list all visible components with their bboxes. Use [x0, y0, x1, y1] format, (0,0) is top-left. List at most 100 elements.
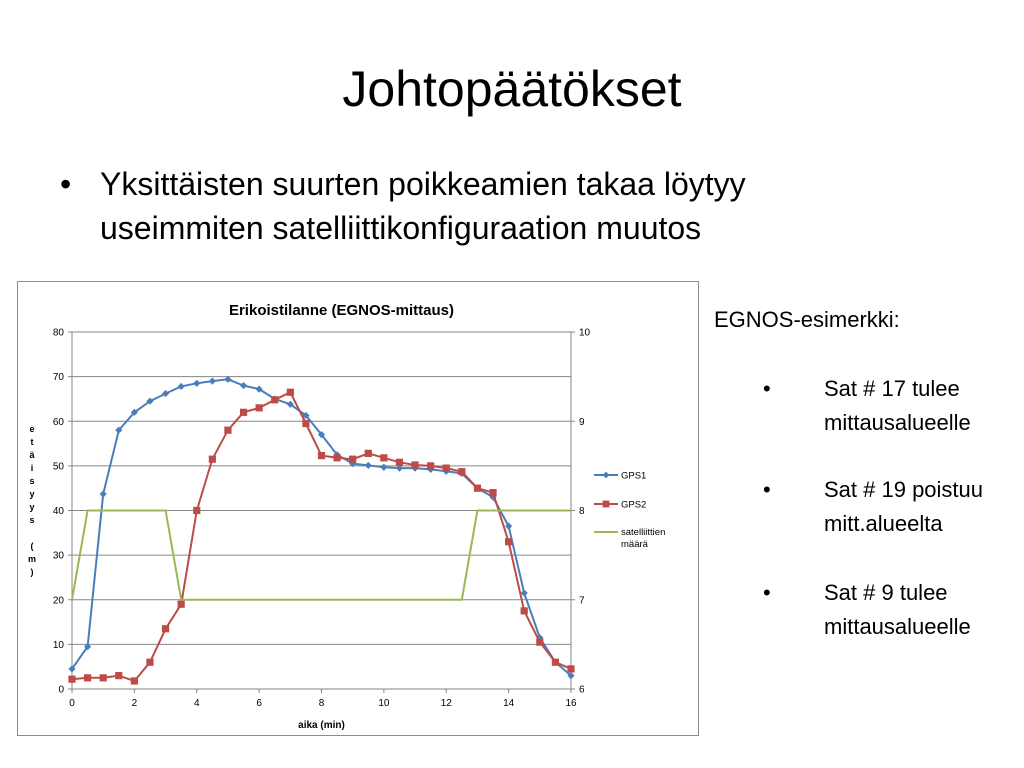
legend-label: GPS1: [621, 471, 646, 482]
data-point: [411, 461, 419, 469]
x-tick-label: 8: [319, 698, 325, 709]
data-point: [193, 506, 201, 515]
y2-tick-label: 10: [579, 328, 591, 339]
y-axis-label-char: y: [29, 489, 34, 499]
legend-label: satelliittien: [621, 527, 665, 538]
bullet-symbol: •: [763, 477, 771, 502]
data-point: [115, 672, 123, 680]
y2-tick-label: 7: [579, 595, 585, 606]
data-point: [130, 408, 138, 416]
x-tick-label: 12: [441, 698, 453, 709]
legend-label: määrä: [621, 539, 649, 550]
side-item-text: Sat # 9 tulee mittausalueelle: [824, 580, 971, 639]
y-tick-label: 10: [53, 640, 65, 651]
data-point: [83, 643, 92, 651]
x-axis-label: aika (min): [298, 720, 345, 731]
data-point: [99, 490, 107, 498]
side-item-text: Sat # 17 tulee mittausalueelle: [824, 376, 971, 435]
y-tick-label: 50: [53, 461, 65, 472]
y-tick-label: 30: [53, 551, 65, 562]
data-point: [567, 672, 575, 680]
x-tick-label: 14: [503, 698, 515, 709]
y-axis-label-char: (: [31, 541, 34, 551]
data-point: [239, 408, 248, 416]
y2-tick-label: 6: [579, 685, 585, 696]
x-tick-label: 10: [378, 698, 390, 709]
data-point: [489, 489, 497, 497]
data-point: [177, 382, 185, 391]
y-axis-label-char: ): [31, 567, 34, 577]
data-point: [146, 658, 154, 666]
legend-label: GPS2: [621, 500, 646, 511]
slide-title: Johtopäätökset: [342, 61, 682, 117]
chart-title: Erikoistilanne (EGNOS-mittaus): [229, 302, 454, 319]
data-point: [505, 538, 513, 546]
y-tick-label: 60: [53, 417, 65, 428]
data-point: [99, 674, 107, 682]
data-point: [395, 464, 404, 472]
y2-tick-label: 9: [579, 417, 585, 428]
data-point: [83, 674, 92, 682]
data-point: [161, 389, 170, 398]
data-point: [520, 607, 528, 615]
x-tick-label: 16: [565, 698, 577, 709]
y-axis-label-char: i: [31, 463, 34, 473]
data-point: [317, 431, 326, 439]
x-tick-label: 6: [256, 698, 262, 709]
data-point: [255, 385, 263, 393]
y2-tick-label: 8: [579, 506, 585, 517]
data-point: [115, 426, 123, 434]
line-chart: Erikoistilanne (EGNOS-mittaus)0102030405…: [28, 302, 665, 731]
series-line: [71, 378, 572, 677]
data-point: [551, 658, 560, 666]
data-point: [395, 458, 404, 466]
y-tick-label: 0: [58, 685, 64, 696]
y-tick-label: 40: [53, 506, 65, 517]
data-point: [224, 375, 232, 383]
side-item-text: Sat # 19 poistuu mitt.alueelta: [824, 477, 984, 536]
data-point: [442, 464, 450, 472]
data-point: [193, 379, 201, 387]
data-point: [161, 625, 170, 633]
y-axis-label-char: ä: [29, 450, 35, 460]
data-point: [349, 455, 357, 463]
y-axis-label-char: e: [29, 424, 34, 434]
y-tick-label: 20: [53, 595, 65, 606]
series-line: [71, 509, 571, 601]
legend-marker: [602, 471, 610, 479]
data-point: [380, 454, 388, 462]
data-point: [536, 634, 544, 642]
data-point: [473, 484, 482, 492]
side-heading: EGNOS-esimerkki:: [714, 307, 900, 332]
data-point: [364, 449, 372, 457]
main-bullet-text: Yksittäisten suurten poikkeamien takaa l…: [100, 166, 746, 246]
data-point: [130, 677, 138, 685]
y-axis-label-char: t: [31, 437, 34, 447]
data-point: [302, 419, 310, 428]
data-point: [458, 468, 466, 476]
bullet-symbol: •: [763, 376, 771, 401]
data-point: [505, 522, 513, 530]
data-point: [271, 396, 279, 404]
data-point: [177, 600, 185, 608]
y-axis-label-char: s: [29, 476, 34, 486]
legend-marker: [602, 500, 610, 508]
data-point: [239, 381, 248, 390]
x-tick-label: 2: [132, 698, 138, 709]
y-tick-label: 70: [53, 372, 65, 383]
data-point: [427, 462, 435, 470]
y-tick-label: 80: [53, 328, 65, 339]
data-point: [520, 589, 528, 597]
data-point: [380, 463, 388, 471]
data-point: [255, 404, 263, 412]
y-axis-label-char: m: [28, 554, 36, 564]
x-tick-label: 0: [69, 698, 75, 709]
chart-frame: Erikoistilanne (EGNOS-mittaus) 0 10 20 30 40 5…: [17, 281, 699, 736]
y-axis-label-char: s: [29, 515, 34, 525]
data-point: [224, 426, 232, 434]
x-tick-label: 4: [194, 698, 200, 709]
data-point: [68, 675, 76, 683]
y-axis-label-char: y: [29, 502, 34, 512]
data-point: [286, 388, 294, 396]
data-point: [567, 665, 575, 673]
